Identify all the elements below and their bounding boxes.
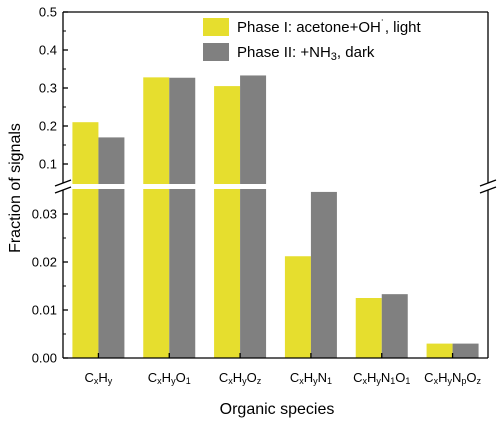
bar-phase2-cxhyn1 <box>310 191 337 358</box>
y-tick-label-lower: 0.03 <box>32 207 57 222</box>
bar-phase2-cxhyoz <box>240 75 267 359</box>
bar-phase2-cxhynpoz <box>452 343 479 358</box>
bar-phase1-cxhyoz <box>214 86 241 358</box>
bar-phase1-cxhyn1o1 <box>355 298 382 358</box>
legend-label-phase2: Phase II: +NH3, dark <box>237 44 375 63</box>
bar-phase2-cxhy <box>98 137 125 358</box>
ticks-group: 0.1 0.2 0.3 0.4 0.5 0.00 0.01 0.02 0.03 <box>32 5 57 366</box>
legend-label-phase1: Phase I: acetone+OH˙, light <box>237 17 422 36</box>
bar-phase2-cxhyn1o1 <box>381 294 408 358</box>
legend-swatch-phase1 <box>203 18 229 36</box>
y-tick-label-upper: 0.5 <box>39 5 57 20</box>
category-labels: CxHy CxHyO1 CxHyOz CxHyN1 CxHyN1O1 CxHyNpOz <box>85 370 482 386</box>
y-tick-label-upper: 0.2 <box>39 119 57 134</box>
y-tick-label-upper: 0.3 <box>39 81 57 96</box>
bar-phase1-cxhynpoz <box>426 343 453 358</box>
legend: Phase I: acetone+OH˙, light Phase II: +NH… <box>203 17 422 63</box>
bar-phase2-cxhyo1 <box>169 77 196 359</box>
y-tick-label-lower: 0.01 <box>32 303 57 318</box>
y-tick-label-lower: 0.00 <box>32 351 57 366</box>
x-tick-label-cxhynpoz: CxHyNpOz <box>424 370 481 386</box>
x-tick-label-cxhyn1o1: CxHyN1O1 <box>353 370 410 386</box>
x-tick-label-cxhyn1: CxHyN1 <box>290 370 332 386</box>
x-tick-label-cxhyoz: CxHyOz <box>219 370 262 386</box>
x-tick-label-cxhy: CxHy <box>85 370 113 386</box>
break-mark-right <box>479 179 497 194</box>
y-tick-label-upper: 0.1 <box>39 157 57 172</box>
axis-break-gap <box>57 184 494 189</box>
legend-swatch-phase2 <box>203 43 229 61</box>
bar-phase1-cxhyo1 <box>143 77 170 359</box>
bar-phase1-cxhy <box>72 122 99 358</box>
y-tick-label-upper: 0.4 <box>39 43 57 58</box>
y-axis-title: Fraction of signals <box>7 123 24 253</box>
bar-phase1-cxhyn1 <box>284 256 311 358</box>
x-tick-label-cxhyo1: CxHyO1 <box>148 370 191 386</box>
y-tick-label-lower: 0.02 <box>32 255 57 270</box>
bars-group <box>57 75 494 359</box>
break-mark-left <box>54 179 72 194</box>
x-axis-title: Organic species <box>220 401 335 418</box>
axes-group <box>54 11 497 359</box>
